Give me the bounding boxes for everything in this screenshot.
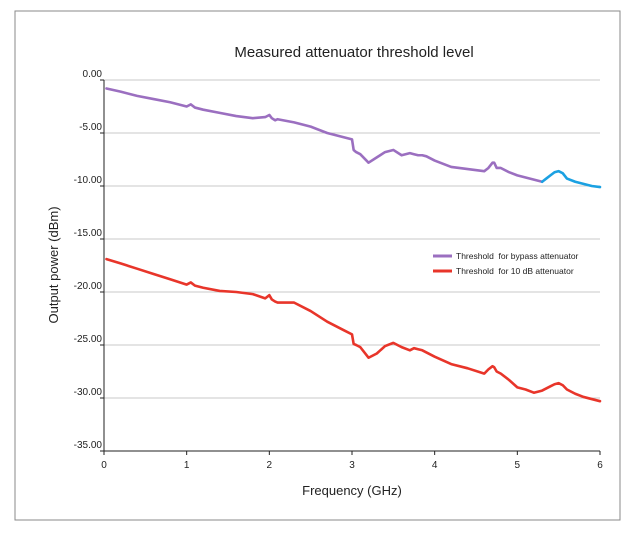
legend-label-10db: Threshold for 10 dB attenuator <box>456 266 574 276</box>
y-tick-label-4: -20.00 <box>74 281 103 292</box>
y-tick-label-5: -25.00 <box>74 334 103 345</box>
x-tick-label-0: 0 <box>101 460 107 471</box>
legend-label-bypass: Threshold for bypass attenuator <box>456 251 579 261</box>
x-axis-ticks: 0 1 2 3 4 5 6 <box>101 451 603 471</box>
figure-border <box>14 10 621 521</box>
chart-title: Measured attenuator threshold level <box>234 44 473 61</box>
y-tick-label-2: -10.00 <box>74 175 103 186</box>
series-line-0-extension <box>540 169 602 189</box>
y-axis-label: Output power (dBm) <box>46 206 61 323</box>
x-tick-label-5: 5 <box>515 460 521 471</box>
y-tick-label-3: -15.00 <box>74 228 103 239</box>
x-tick-label-4: 4 <box>432 460 438 471</box>
x-tick-label-1: 1 <box>184 460 190 471</box>
x-tick-label-6: 6 <box>597 460 603 471</box>
y-tick-label-1: -5.00 <box>79 122 102 133</box>
series-layer <box>105 87 602 403</box>
y-tick-label-0: 0.00 <box>83 69 103 80</box>
y-tick-label-6: -30.00 <box>74 387 103 398</box>
x-tick-label-3: 3 <box>349 460 355 471</box>
series-line-0 <box>105 87 544 184</box>
legend: Threshold for bypass attenuator Threshol… <box>433 251 579 276</box>
y-tick-label-7: -35.00 <box>74 440 103 451</box>
y-axis-ticks: 0.00 -5.00 -10.00 -15.00 -20.00 -25.00 -30.00 -… <box>74 69 104 452</box>
series-line-1 <box>105 257 602 403</box>
x-tick-label-2: 2 <box>267 460 273 471</box>
x-axis-label: Frequency (GHz) <box>302 483 402 498</box>
gridlines <box>104 79 600 399</box>
